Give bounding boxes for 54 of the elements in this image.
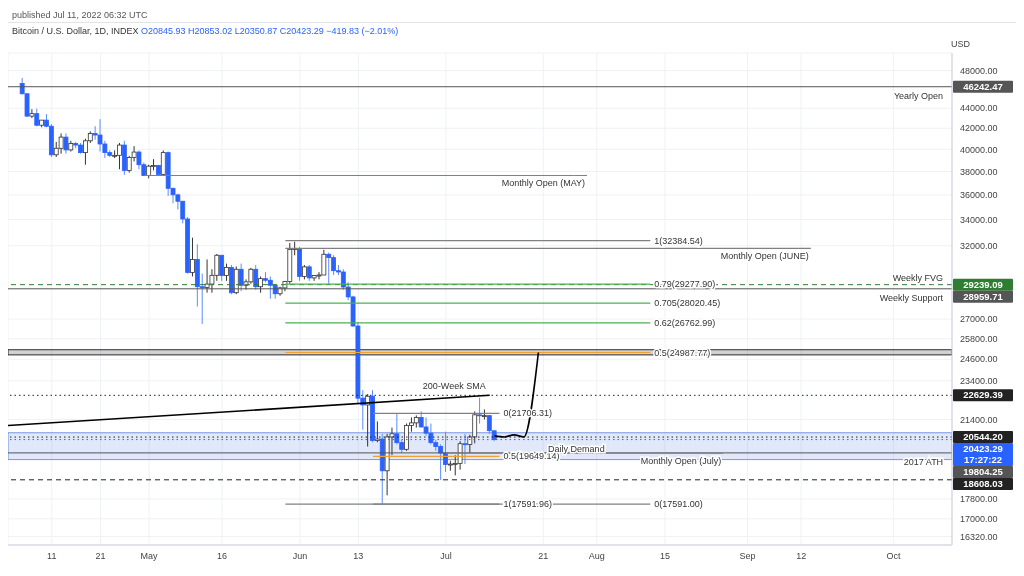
annotation: 0(17591.00) xyxy=(654,499,703,510)
y-tick-label: 16320.00 xyxy=(960,531,998,542)
y-tick-label: 44000.00 xyxy=(960,103,998,114)
y-tick-label: 32000.00 xyxy=(960,240,998,251)
text: published Jul 11, 2022 06:32 UTC xyxy=(12,10,148,20)
y-tick-label: 17800.00 xyxy=(960,494,998,505)
x-tick-label: 15 xyxy=(659,551,670,562)
y-tick-label: 48000.00 xyxy=(960,65,998,76)
y-tick-label: 36000.00 xyxy=(960,190,998,201)
y-tick-label: 24600.00 xyxy=(960,354,998,365)
ref-line-label: 28959.71 xyxy=(963,290,1004,302)
ref-line-label: 22629.39 xyxy=(963,389,1003,401)
ref-line-label: 18608.03 xyxy=(963,478,1003,490)
ref-line-label: 20544.20 xyxy=(963,431,1003,443)
ref-line-label: 46242.47 xyxy=(963,80,1003,92)
x-tick-label: Sep xyxy=(739,551,756,562)
annotation: Weekly Support xyxy=(879,292,944,303)
x-tick-label: 12 xyxy=(796,551,807,562)
y-tick-label: 27000.00 xyxy=(960,314,998,325)
ref-line-label: 29239.09 xyxy=(963,278,1003,290)
annotation: Yearly Open xyxy=(893,90,944,101)
annotation: 200-Week SMA xyxy=(422,381,486,392)
y-axis-title: USD xyxy=(950,39,970,49)
annotation: 2017 ATH xyxy=(903,456,944,467)
ref-line-label: 20423.29 17:27:22 xyxy=(963,443,1003,466)
annotation: 1(17591.96) xyxy=(503,499,553,510)
y-tick-label: 38000.00 xyxy=(960,166,998,177)
ref-line-label: 19804.25 xyxy=(963,466,1004,478)
x-tick-label: 11 xyxy=(47,551,57,562)
annotation: 0.705(28020.45) xyxy=(654,298,721,309)
chart-subtitle: O20845.93 H20853.02 L20350.87 C20423.29 −419.83 (−2.01%) xyxy=(141,26,399,36)
y-tick-label: 42000.00 xyxy=(960,123,998,134)
x-tick-label: 16 xyxy=(217,551,228,562)
y-tick-label: 21400.00 xyxy=(960,414,998,425)
annotation: Monthly Open (MAY) xyxy=(501,178,586,189)
y-tick-label: 17000.00 xyxy=(960,514,998,525)
annotation: 0.79(29277.90) xyxy=(654,279,716,290)
chart-title: Bitcoin / U.S. Dollar, 1D, INDEX xyxy=(12,26,139,36)
x-tick-label: 21 xyxy=(538,551,549,562)
x-tick-label: Jul xyxy=(440,551,452,562)
x-tick-label: Jun xyxy=(292,551,308,562)
y-tick-label: 23400.00 xyxy=(960,376,998,387)
x-tick-label: 21 xyxy=(95,551,106,562)
x-tick-label: May xyxy=(140,551,159,562)
y-tick-label: 40000.00 xyxy=(960,144,998,155)
y-tick-label: 25800.00 xyxy=(960,333,998,344)
annotation: Monthly Open (JUNE) xyxy=(720,251,809,262)
x-tick-label: 13 xyxy=(353,551,364,562)
y-tick-label: 34000.00 xyxy=(960,214,998,225)
x-tick-label: Aug xyxy=(588,551,605,562)
annotation: 1(32384.54) xyxy=(654,235,703,246)
annotation: Weekly FVG xyxy=(892,272,944,283)
x-tick-label: Oct xyxy=(886,551,902,562)
annotation: 0.62(26762.99) xyxy=(654,317,716,328)
